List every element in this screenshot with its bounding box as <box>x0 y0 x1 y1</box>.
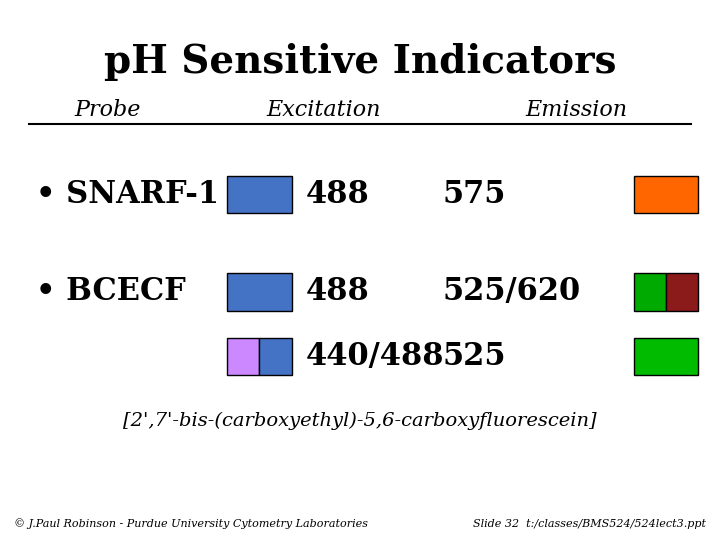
Text: Excitation: Excitation <box>266 99 382 122</box>
FancyBboxPatch shape <box>227 338 259 375</box>
FancyBboxPatch shape <box>259 338 292 375</box>
Text: 575: 575 <box>443 179 506 210</box>
Text: pH Sensitive Indicators: pH Sensitive Indicators <box>104 43 616 81</box>
Text: • BCECF: • BCECF <box>36 276 186 307</box>
Text: 525/620: 525/620 <box>443 276 581 307</box>
Text: 488: 488 <box>306 179 370 210</box>
FancyBboxPatch shape <box>227 176 292 213</box>
Text: © J.Paul Robinson - Purdue University Cytometry Laboratories: © J.Paul Robinson - Purdue University Cy… <box>14 518 369 529</box>
Text: 440/488: 440/488 <box>306 341 444 372</box>
Text: Emission: Emission <box>525 99 627 122</box>
Text: [2',7'-bis-(carboxyethyl)-5,6-carboxyfluorescein]: [2',7'-bis-(carboxyethyl)-5,6-carboxyflu… <box>123 412 597 430</box>
FancyBboxPatch shape <box>634 338 698 375</box>
Text: Slide 32  t:/classes/BMS524/524lect3.ppt: Slide 32 t:/classes/BMS524/524lect3.ppt <box>472 519 706 529</box>
Text: Probe: Probe <box>75 99 141 122</box>
Text: • SNARF-1: • SNARF-1 <box>36 179 219 210</box>
FancyBboxPatch shape <box>227 273 292 310</box>
Text: 525: 525 <box>443 341 506 372</box>
FancyBboxPatch shape <box>634 273 666 310</box>
Text: 488: 488 <box>306 276 370 307</box>
FancyBboxPatch shape <box>666 273 698 310</box>
FancyBboxPatch shape <box>634 176 698 213</box>
